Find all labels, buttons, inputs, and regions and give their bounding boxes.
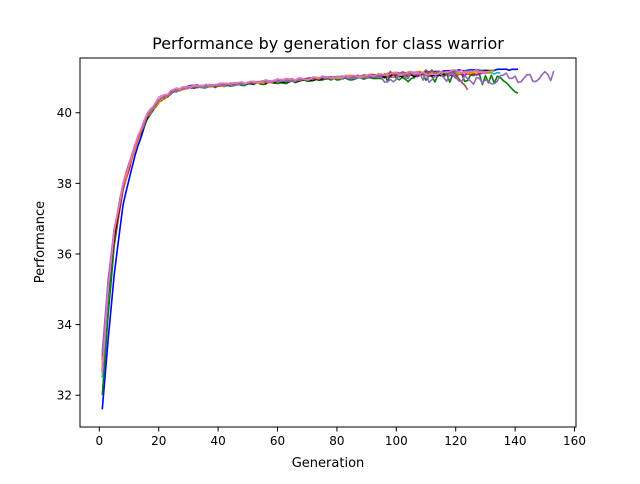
- series-line-orange: [101, 70, 492, 364]
- series-line-green: [101, 71, 519, 396]
- series-line-olive: [101, 70, 495, 368]
- x-tick-label: 20: [151, 434, 166, 448]
- x-axis-label: Generation: [292, 456, 365, 471]
- chart-title: Performance by generation for class warr…: [152, 34, 504, 53]
- x-axis: 0 20 40 60 80 100 120 140 160: [95, 427, 586, 448]
- y-axis-label: Performance: [33, 201, 48, 283]
- x-tick-label: 100: [385, 434, 408, 448]
- y-tick-label: 34: [57, 318, 72, 332]
- plot-frame: [79, 57, 577, 428]
- x-tick-label: 60: [270, 434, 285, 448]
- series-line-black: [101, 71, 450, 375]
- series-line-brown: [101, 69, 469, 357]
- x-tick-label: 120: [444, 434, 467, 448]
- y-tick-label: 32: [57, 389, 72, 403]
- x-tick-label: 40: [210, 434, 225, 448]
- x-tick-label: 140: [504, 434, 527, 448]
- y-axis: 32 34 36 38 40: [57, 106, 80, 403]
- series-line-purple: [101, 70, 555, 353]
- series-layer: [101, 68, 555, 410]
- series-line-pink: [101, 68, 486, 375]
- y-tick-label: 36: [57, 247, 72, 261]
- series-line-red: [101, 70, 480, 360]
- series-line-magenta: [101, 71, 486, 371]
- series-line-cyan: [101, 70, 501, 378]
- x-tick-label: 0: [95, 434, 103, 448]
- x-tick-label: 160: [563, 434, 586, 448]
- x-tick-label: 80: [329, 434, 344, 448]
- y-tick-label: 38: [57, 177, 72, 191]
- series-line-blue: [101, 68, 519, 410]
- y-tick-label: 40: [57, 106, 72, 120]
